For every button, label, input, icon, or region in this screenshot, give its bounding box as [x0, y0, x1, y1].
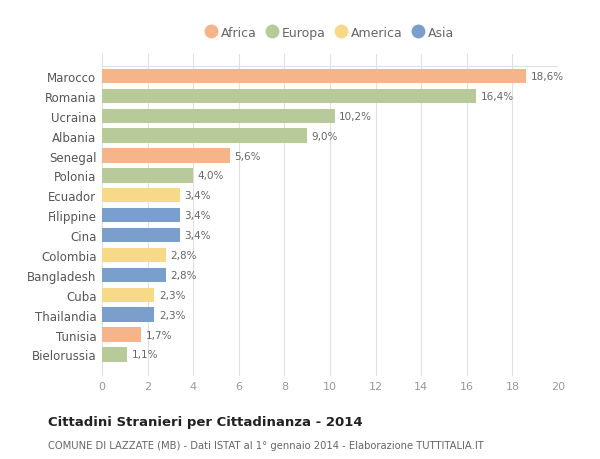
- Text: 2,8%: 2,8%: [170, 270, 197, 280]
- Text: Cittadini Stranieri per Cittadinanza - 2014: Cittadini Stranieri per Cittadinanza - 2…: [48, 415, 362, 428]
- Text: 9,0%: 9,0%: [312, 131, 338, 141]
- Bar: [102, 129, 307, 144]
- Legend: Africa, Europa, America, Asia: Africa, Europa, America, Asia: [202, 23, 458, 43]
- Bar: [102, 169, 193, 183]
- Text: 1,1%: 1,1%: [131, 350, 158, 359]
- Text: 4,0%: 4,0%: [198, 171, 224, 181]
- Text: 16,4%: 16,4%: [481, 92, 514, 101]
- Bar: [102, 288, 154, 302]
- Text: 3,4%: 3,4%: [184, 211, 211, 221]
- Text: 2,3%: 2,3%: [159, 290, 185, 300]
- Text: 2,3%: 2,3%: [159, 310, 185, 320]
- Text: 10,2%: 10,2%: [339, 112, 372, 122]
- Bar: [102, 308, 154, 322]
- Bar: [102, 70, 526, 84]
- Text: 3,4%: 3,4%: [184, 191, 211, 201]
- Text: 1,7%: 1,7%: [145, 330, 172, 340]
- Bar: [102, 90, 476, 104]
- Bar: [102, 248, 166, 263]
- Bar: [102, 109, 335, 123]
- Text: 2,8%: 2,8%: [170, 251, 197, 260]
- Bar: [102, 347, 127, 362]
- Bar: [102, 328, 141, 342]
- Text: 5,6%: 5,6%: [234, 151, 261, 161]
- Bar: [102, 229, 179, 243]
- Bar: [102, 208, 179, 223]
- Bar: [102, 268, 166, 282]
- Text: 3,4%: 3,4%: [184, 230, 211, 241]
- Text: COMUNE DI LAZZATE (MB) - Dati ISTAT al 1° gennaio 2014 - Elaborazione TUTTITALIA: COMUNE DI LAZZATE (MB) - Dati ISTAT al 1…: [48, 440, 484, 450]
- Bar: [102, 149, 230, 163]
- Bar: [102, 189, 179, 203]
- Text: 18,6%: 18,6%: [530, 72, 564, 82]
